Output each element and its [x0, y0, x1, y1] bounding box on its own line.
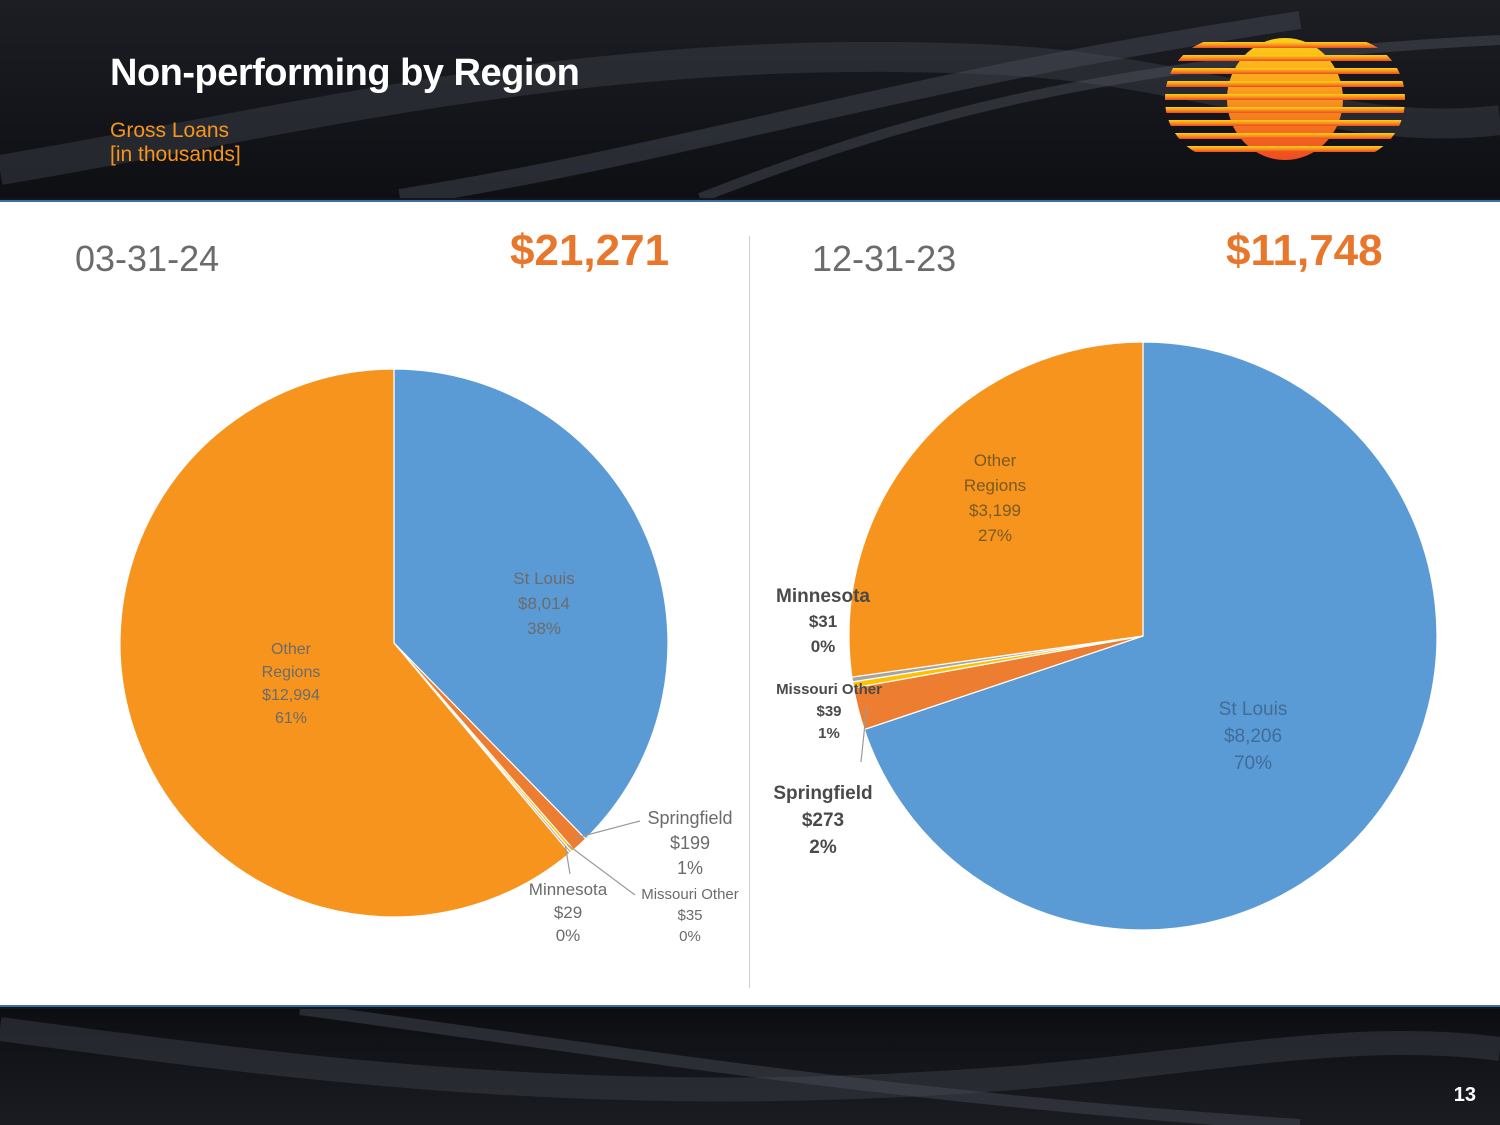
pie-slice-other-regions [119, 368, 571, 918]
subtitle-units: [in thousands] [110, 143, 241, 166]
pie-slice-st-louis [863, 341, 1438, 931]
label-text: Regions [964, 476, 1026, 495]
panel-divider [749, 236, 750, 988]
data-label-other-regions: Other Regions $12,994 61% [262, 641, 321, 727]
data-label-other-regions: Other Regions $3,199 27% [964, 451, 1026, 545]
label-text: Other [271, 641, 312, 658]
sun-logo-icon [1165, 38, 1405, 160]
label-text: $12,994 [262, 687, 320, 704]
label-text: $273 [802, 810, 844, 831]
left-date: 03-31-24 [75, 238, 220, 279]
leader-line-minnesota [564, 846, 571, 875]
label-text: $39 [816, 703, 841, 720]
data-label-springfield: Springfield $273 2% [773, 783, 872, 858]
left-total: $21,271 [510, 226, 670, 275]
leader-line-missouri-other [566, 844, 636, 896]
page-title: Non-performing by Region [110, 52, 580, 94]
label-text: $3,199 [969, 501, 1021, 520]
label-text: 61% [275, 710, 307, 727]
label-text: St Louis [1219, 699, 1288, 720]
leader-line-springfield [574, 820, 641, 839]
label-text: 0% [679, 928, 701, 945]
label-text: 27% [978, 526, 1012, 545]
label-text: Minnesota [529, 880, 608, 899]
label-text: 1% [818, 725, 840, 742]
right-total: $11,748 [1226, 226, 1383, 275]
right-date: 12-31-23 [812, 238, 957, 279]
label-text: $31 [809, 612, 837, 631]
subtitle-gross-loans: Gross Loans [110, 119, 230, 142]
label-text: Springfield [773, 783, 872, 804]
data-label-springfield: Springfield $199 1% [647, 808, 732, 878]
label-text: $8,014 [518, 594, 570, 613]
label-text: St Louis [513, 569, 574, 588]
label-text: Other [974, 451, 1017, 470]
label-text: 0% [556, 926, 581, 945]
data-label-minnesota: Minnesota $31 0% [776, 586, 870, 656]
page-number: 13 [1453, 1084, 1476, 1106]
leader-line-springfield [860, 706, 868, 763]
label-text: 38% [527, 619, 561, 638]
label-text: $35 [677, 907, 702, 924]
data-label-missouri-other: Missouri Other $35 0% [641, 886, 739, 945]
content-panel: 03-31-24 $21,271 12-31-23 $11,748 St Lou… [0, 200, 1500, 1007]
pie-chart-12-31-23: St Louis $8,206 70% Springfield $273 2% Missou… [773, 341, 1438, 931]
data-label-minnesota: Minnesota $29 0% [529, 880, 608, 945]
label-text: Minnesota [776, 586, 870, 607]
label-text: 0% [811, 637, 836, 656]
label-text: 70% [1234, 753, 1272, 774]
label-text: Missouri Other [776, 681, 882, 698]
label-text: 1% [677, 858, 703, 878]
data-label-missouri-other: Missouri Other $39 1% [776, 681, 882, 742]
footer-swirl-decoration [0, 1009, 1500, 1125]
data-label-st-louis: St Louis $8,014 38% [513, 569, 574, 638]
pie-chart-03-31-24: St Louis $8,014 38% Springfield $199 1% Missou… [119, 368, 739, 945]
pie-slice-st-louis [393, 368, 669, 840]
label-text: Missouri Other [641, 886, 739, 903]
header-banner: Non-performing by Region Gross Loans [in… [0, 0, 1500, 198]
label-text: Springfield [647, 808, 732, 828]
label-text: $29 [554, 903, 582, 922]
label-text: $199 [670, 833, 710, 853]
label-text: Regions [262, 664, 321, 681]
pie-slice-other-regions [848, 341, 1144, 678]
label-text: 2% [809, 837, 837, 858]
footer-banner: 13 [0, 1009, 1500, 1125]
data-label-st-louis: St Louis $8,206 70% [1219, 699, 1288, 774]
label-text: $8,206 [1224, 726, 1282, 747]
